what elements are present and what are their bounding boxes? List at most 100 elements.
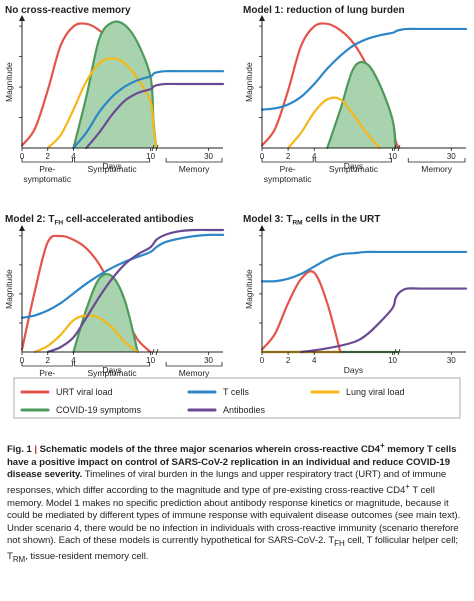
- legend-item-covid: COVID-19 symptoms: [20, 405, 142, 415]
- panel-4-title-rest: cells in the URT: [303, 214, 381, 225]
- x-tick-label: 4: [71, 152, 76, 161]
- x-tick-label: 10: [146, 356, 155, 365]
- phase-label: Memory: [179, 368, 210, 378]
- axis-break: [151, 144, 159, 152]
- y-axis-label: Magnitude: [244, 269, 254, 309]
- panel-1-title: No cross-reactive memory: [5, 5, 131, 16]
- phase-label: symptomatic: [23, 174, 71, 184]
- caption-lead-a: Schematic models of the three major scen…: [39, 444, 380, 456]
- panel-3-title: Model 2: TFH cell-accelerated antibodies: [5, 214, 194, 227]
- legend-label: COVID-19 symptoms: [56, 405, 142, 415]
- x-tick-label: 0: [20, 356, 25, 365]
- caption-sub-rm: RM: [12, 554, 26, 564]
- figure-panels: No cross-reactive memory Model 1: reduct…: [4, 5, 468, 419]
- phase-bracket: [74, 158, 151, 163]
- phase-label: Symptomatic: [87, 164, 137, 174]
- phase-label: symptomatic: [264, 174, 312, 184]
- y-axis-label: Magnitude: [4, 62, 14, 102]
- phase-label: Pre-: [280, 164, 296, 174]
- series-covid-area: [73, 21, 157, 149]
- legend-label: URT viral load: [56, 387, 113, 397]
- legend-label: Antibodies: [223, 405, 266, 415]
- legend-box: [13, 377, 461, 419]
- panel-3-title-a: Model 2:: [5, 214, 48, 225]
- phase-bracket: [165, 362, 223, 367]
- panel-3: Magnitude0241030DaysPre-symptomaticSympt…: [4, 225, 225, 388]
- x-axis-label: Days: [344, 161, 363, 171]
- legend-item-urt: URT viral load: [20, 387, 113, 397]
- series-tcells-line: [260, 27, 468, 111]
- series-antibodies-line: [85, 82, 225, 150]
- panel-4-title-t: T: [286, 214, 292, 225]
- x-tick-label: 0: [260, 152, 265, 161]
- caption-separator: |: [34, 444, 38, 456]
- axis-break: [151, 348, 159, 356]
- axis-break: [393, 348, 401, 356]
- series-urt-line: [260, 270, 342, 354]
- caption-lead-sup: +: [379, 441, 385, 450]
- x-tick-label: 10: [146, 152, 155, 161]
- x-tick-label: 2: [46, 356, 51, 365]
- caption-body-sup: +: [405, 482, 410, 492]
- x-axis-label: Days: [102, 161, 121, 171]
- panel-2: Magnitude 0 2 4 10 30 Days Pre-symptomatic Sympt…: [244, 15, 468, 184]
- series-antibodies-line: [46, 228, 225, 354]
- legend-item-tcells: T cells: [187, 387, 249, 397]
- phase-bracket: [407, 158, 466, 163]
- legend: URT viral load T cells Lung viral load COVI…: [20, 387, 405, 415]
- x-tick-label: 0: [20, 152, 25, 161]
- series-covid-line: [326, 60, 397, 150]
- caption-body-c: cell, T follicular helper cell; T: [7, 535, 458, 562]
- x-axis-label: Days: [102, 365, 121, 375]
- caption-body-a: Timelines of viral burden in the lungs a…: [7, 469, 447, 497]
- x-tick-label: 30: [447, 152, 456, 161]
- x-tick-label: 10: [388, 152, 397, 161]
- panel-3-title-rest: cell-accelerated antibodies: [63, 214, 194, 225]
- panel-4-title: Model 3: TRM cells in the URT: [243, 214, 380, 227]
- series-covid-line: [72, 272, 139, 354]
- phase-label: Symptomatic: [329, 164, 379, 174]
- panel-3-title-t: T: [48, 214, 54, 225]
- phase-label: Memory: [179, 164, 210, 174]
- phase-bracket: [21, 158, 73, 163]
- legend-item-lung: Lung viral load: [310, 387, 405, 397]
- caption-body-d: , tissue-resident memory cell.: [25, 550, 149, 562]
- caption-lead-b: memory T cells have a positive impact on…: [7, 444, 457, 480]
- phase-label: Pre-: [39, 368, 55, 378]
- series-tcells-line: [20, 233, 225, 319]
- phase-bracket: [165, 158, 223, 163]
- x-tick-label: 4: [71, 356, 76, 365]
- x-tick-label: 4: [312, 152, 317, 161]
- x-axis-label: Days: [344, 365, 363, 375]
- series-lung-line: [287, 96, 381, 150]
- x-tick-label: 2: [286, 152, 291, 161]
- panel-2-title: Model 1: reduction of lung burden: [243, 5, 405, 16]
- caption-label: Fig. 1: [7, 444, 32, 456]
- panel-4-title-a: Model 3:: [243, 214, 286, 225]
- series-tcells-line: [260, 250, 468, 283]
- series-antibodies-line: [300, 287, 468, 354]
- x-tick-label: 30: [204, 356, 213, 365]
- series-lung-line: [46, 57, 158, 150]
- phase-label: Symptomatic: [87, 368, 137, 378]
- panel-3-title-sub: FH: [54, 220, 63, 227]
- panel-4-title-sub: RM: [292, 220, 302, 227]
- x-tick-label: 30: [447, 356, 456, 365]
- phase-label: Pre-: [39, 164, 55, 174]
- x-tick-label: 2: [286, 356, 291, 365]
- figure-caption: Fig. 1 | Schematic models of the three m…: [7, 440, 469, 566]
- legend-label: Lung viral load: [346, 387, 405, 397]
- chart-panels: Magnitude 0 2 4 10 30 Days Pre-symptomatic Sympt…: [4, 15, 468, 388]
- series-lung-line: [33, 314, 139, 354]
- x-tick-label: 0: [260, 356, 265, 365]
- phase-label: Memory: [421, 164, 452, 174]
- x-tick-label: 30: [204, 152, 213, 161]
- x-tick-label: 4: [312, 356, 317, 365]
- phase-bracket: [314, 158, 392, 163]
- x-tick-label: 10: [388, 356, 397, 365]
- panel-4: Magnitude 0 2 4 10 30 Days: [244, 225, 468, 375]
- x-tick-label: 2: [46, 152, 51, 161]
- series-tcells-line: [72, 70, 225, 150]
- phase-bracket: [21, 362, 73, 367]
- phase-bracket: [261, 158, 314, 163]
